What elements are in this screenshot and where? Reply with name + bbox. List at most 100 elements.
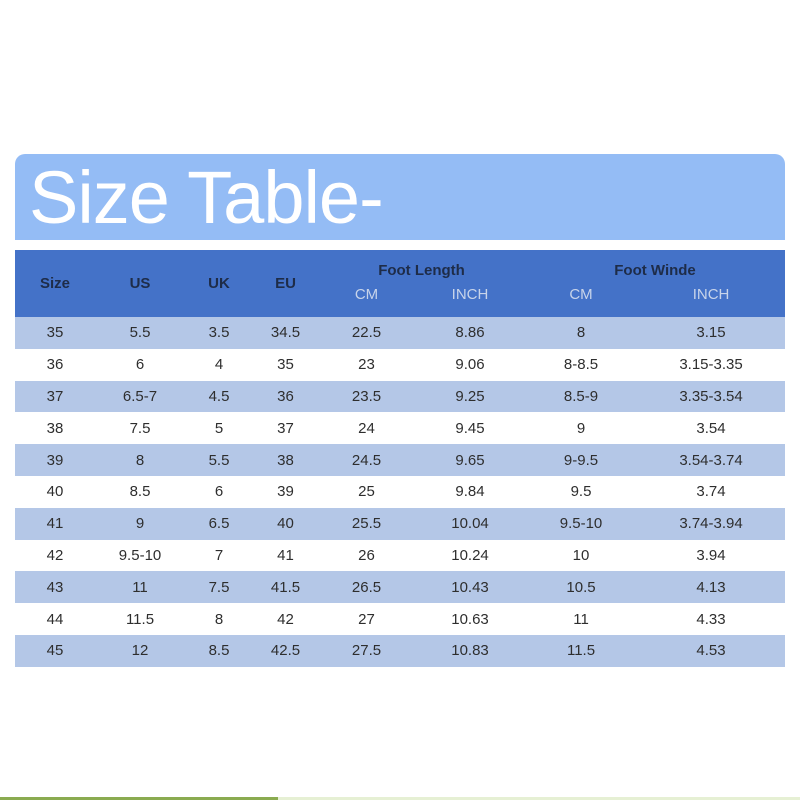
table-cell: 7.5 <box>95 412 185 445</box>
table-cell: 26 <box>318 539 415 572</box>
table-cell: 11 <box>95 571 185 604</box>
table-cell: 3.74-3.94 <box>637 507 786 540</box>
table-cell: 8-8.5 <box>525 348 638 381</box>
table-cell: 10.24 <box>415 539 526 572</box>
table-row: 37 6.5-7 4.5 36 23.5 9.25 8.5-9 3.35-3.54 <box>15 380 786 413</box>
footer-bar-accent <box>0 797 278 800</box>
table-cell: 7 <box>185 539 253 572</box>
table-row: 43 11 7.5 41.5 26.5 10.43 10.5 4.13 <box>15 571 786 604</box>
title-banner: Size Table- <box>15 154 785 240</box>
table-cell: 5.5 <box>185 444 253 476</box>
table-cell: 39 <box>253 475 318 508</box>
table-cell: 44 <box>15 603 95 635</box>
table-cell: 10.5 <box>525 571 638 604</box>
table-cell: 3.54-3.74 <box>637 444 786 476</box>
table-cell: 3.94 <box>637 539 786 572</box>
table-cell: 25.5 <box>318 507 415 540</box>
table-cell: 9.5 <box>525 475 638 508</box>
table-cell: 8 <box>185 603 253 635</box>
header-us: US <box>95 250 185 317</box>
table-row: 36 6 4 35 23 9.06 8-8.5 3.15-3.35 <box>15 348 786 381</box>
table-cell: 27 <box>318 603 415 635</box>
table-cell: 4.13 <box>637 571 786 604</box>
table-cell: 41 <box>15 507 95 540</box>
table-row: 40 8.5 6 39 25 9.84 9.5 3.74 <box>15 475 786 508</box>
table-row: 45 12 8.5 42.5 27.5 10.83 11.5 4.53 <box>15 634 786 667</box>
table-cell: 26.5 <box>318 571 415 604</box>
table-cell: 10 <box>525 539 638 572</box>
table-cell: 24 <box>318 412 415 445</box>
table-cell: 37 <box>15 380 95 413</box>
table-cell: 4 <box>185 348 253 381</box>
table-row: 38 7.5 5 37 24 9.45 9 3.54 <box>15 412 786 445</box>
table-cell: 4.5 <box>185 380 253 413</box>
table-cell: 8 <box>95 444 185 476</box>
table-cell: 12 <box>95 634 185 667</box>
table-cell: 3.5 <box>185 317 253 349</box>
table-cell: 9 <box>525 412 638 445</box>
table-cell: 9-9.5 <box>525 444 638 476</box>
table-cell: 36 <box>253 380 318 413</box>
header-uk: UK <box>185 250 253 317</box>
table-cell: 9 <box>95 507 185 540</box>
header-width-inch: INCH <box>637 281 786 317</box>
page-title: Size Table- <box>29 156 384 239</box>
table-cell: 3.35-3.54 <box>637 380 786 413</box>
table-cell: 9.65 <box>415 444 526 476</box>
table-cell: 23.5 <box>318 380 415 413</box>
table-row: 42 9.5-10 7 41 26 10.24 10 3.94 <box>15 539 786 572</box>
header-length-cm: CM <box>318 281 415 317</box>
table-cell: 23 <box>318 348 415 381</box>
table-cell: 34.5 <box>253 317 318 349</box>
table-cell: 10.04 <box>415 507 526 540</box>
table-cell: 35 <box>253 348 318 381</box>
header-size: Size <box>15 250 95 317</box>
table-cell: 8 <box>525 317 638 349</box>
header-eu: EU <box>253 250 318 317</box>
table-cell: 7.5 <box>185 571 253 604</box>
table-cell: 10.43 <box>415 571 526 604</box>
footer-bar <box>278 797 800 800</box>
table-cell: 8.5 <box>185 634 253 667</box>
table-cell: 3.54 <box>637 412 786 445</box>
table-cell: 42.5 <box>253 634 318 667</box>
table-cell: 4.53 <box>637 634 786 667</box>
table-cell: 39 <box>15 444 95 476</box>
table-cell: 3.74 <box>637 475 786 508</box>
table-cell: 11 <box>525 603 638 635</box>
table-cell: 9.25 <box>415 380 526 413</box>
header-length-inch: INCH <box>415 281 526 317</box>
table-cell: 37 <box>253 412 318 445</box>
header-foot-length: Foot Length <box>318 250 526 281</box>
table-cell: 45 <box>15 634 95 667</box>
table-cell: 8.5-9 <box>525 380 638 413</box>
table-cell: 42 <box>253 603 318 635</box>
table-cell: 42 <box>15 539 95 572</box>
table-cell: 5.5 <box>95 317 185 349</box>
table-cell: 10.63 <box>415 603 526 635</box>
table-cell: 43 <box>15 571 95 604</box>
table-cell: 41 <box>253 539 318 572</box>
table-cell: 4.33 <box>637 603 786 635</box>
table-cell: 22.5 <box>318 317 415 349</box>
table-cell: 25 <box>318 475 415 508</box>
table-cell: 40 <box>15 475 95 508</box>
table-cell: 38 <box>15 412 95 445</box>
table-cell: 40 <box>253 507 318 540</box>
header-width-cm: CM <box>525 281 638 317</box>
table-cell: 6.5-7 <box>95 380 185 413</box>
table-cell: 11.5 <box>95 603 185 635</box>
table-cell: 9.5-10 <box>95 539 185 572</box>
table-row: 44 11.5 8 42 27 10.63 11 4.33 <box>15 603 786 635</box>
table-cell: 3.15-3.35 <box>637 348 786 381</box>
table-cell: 3.15 <box>637 317 786 349</box>
table-cell: 11.5 <box>525 634 638 667</box>
table-cell: 24.5 <box>318 444 415 476</box>
table-cell: 36 <box>15 348 95 381</box>
table-row: 41 9 6.5 40 25.5 10.04 9.5-10 3.74-3.94 <box>15 507 786 540</box>
table-cell: 6 <box>185 475 253 508</box>
header-foot-width: Foot Winde <box>525 250 786 281</box>
table-cell: 5 <box>185 412 253 445</box>
table-row: 35 5.5 3.5 34.5 22.5 8.86 8 3.15 <box>15 317 786 349</box>
table-cell: 35 <box>15 317 95 349</box>
